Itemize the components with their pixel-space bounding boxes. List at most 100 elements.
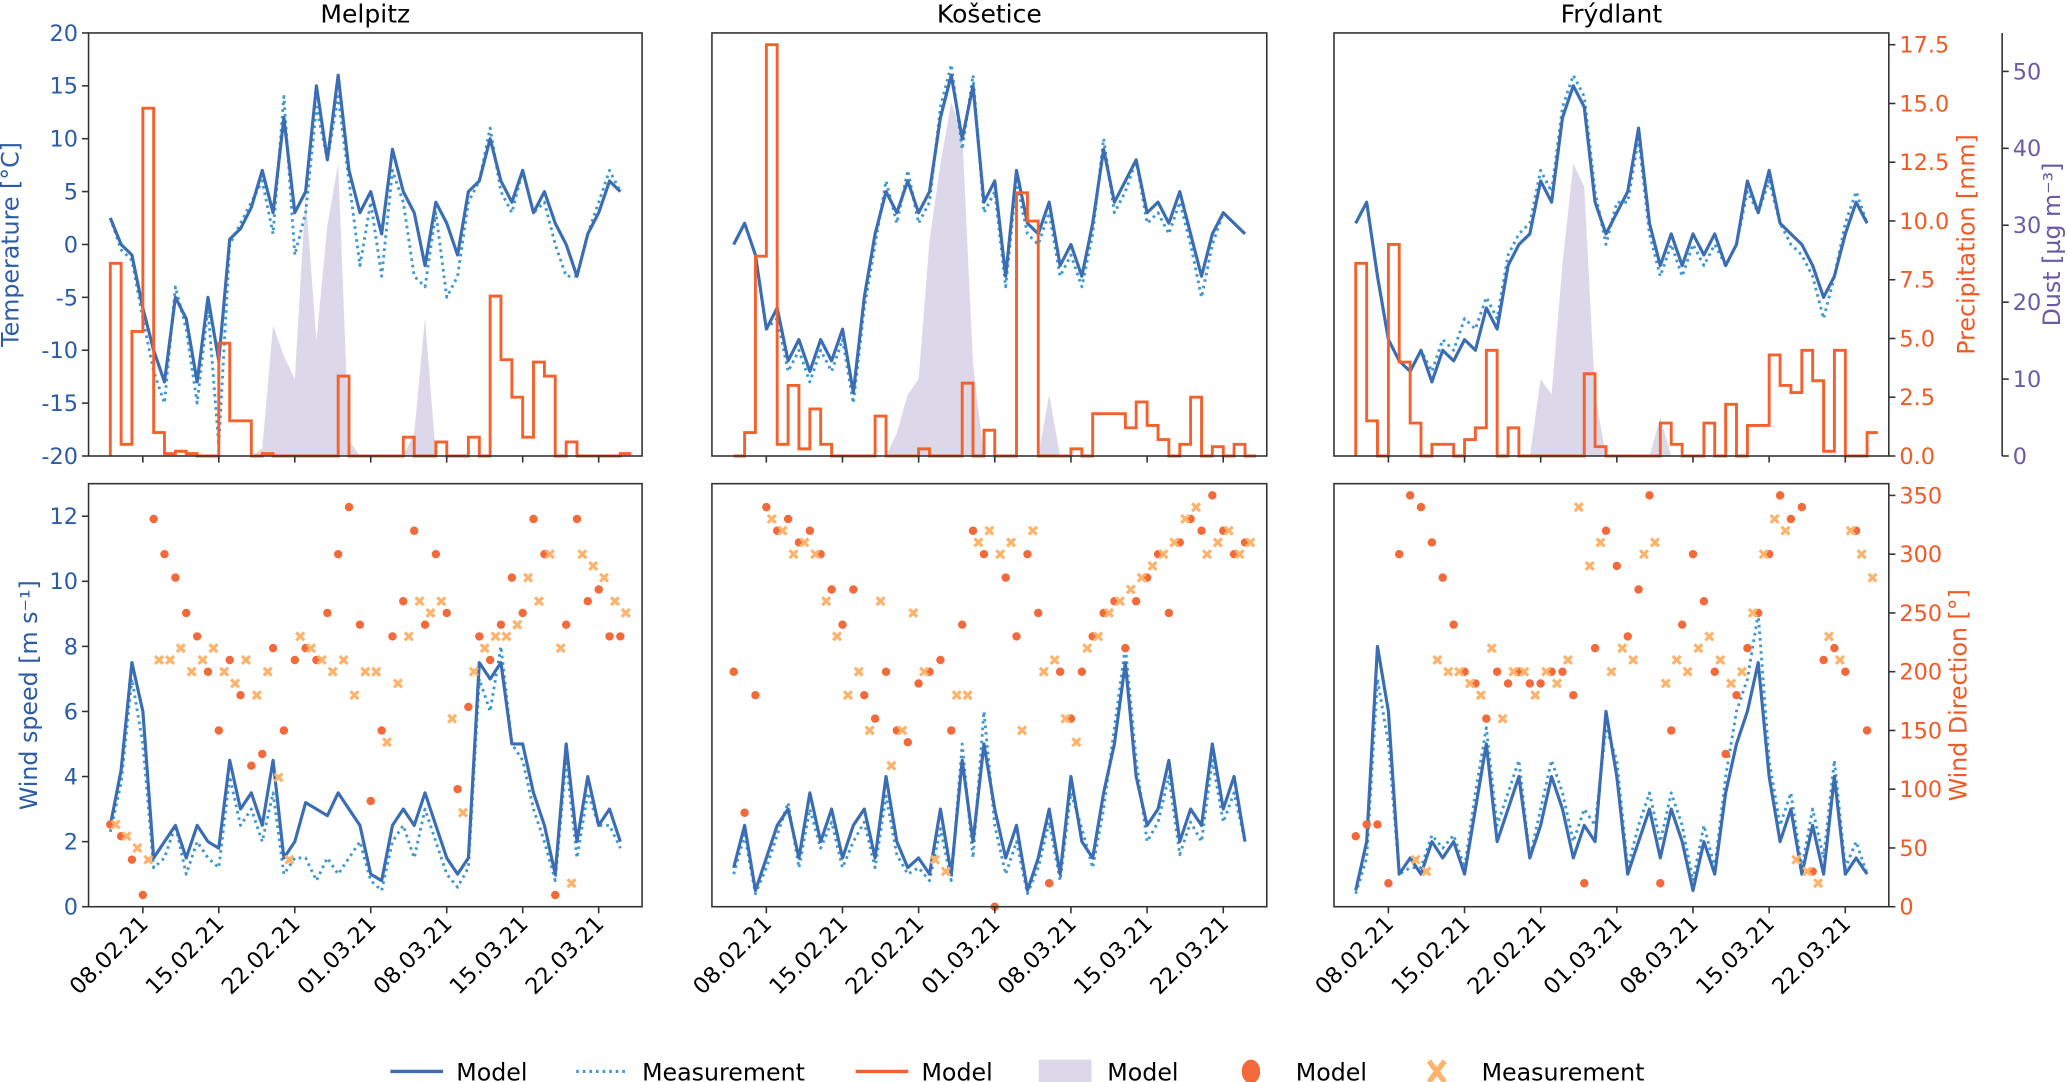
legend-item: Model [390,1059,527,1082]
wind-direction-model-point [805,526,815,535]
wind-direction-measurement-point [143,854,154,865]
wind-direction-model-point [1416,502,1426,512]
precipitation-model-line [1354,243,1878,458]
wind-direction-model-point [903,738,912,747]
wind-direction-measurement-point [1551,678,1563,689]
wind-direction-measurement-point [1834,654,1845,666]
wind-direction-measurement-point [831,631,843,642]
wind-direction-measurement-point [468,666,479,677]
x-tick-label: 15.02.21 [1386,911,1475,1000]
wind-direction-measurement-point [490,631,501,642]
y-tick-label: 20 [50,21,79,47]
y-tick-label: 15 [50,74,79,100]
wind-direction-measurement-point [327,666,338,677]
x-tick-label: 08.03.21 [1615,911,1704,1000]
wind-direction-model-point [1197,526,1206,535]
wind-direction-measurement-point [230,678,241,689]
y-axis-label: Wind speed [m s⁻¹] [15,580,43,810]
dust-model-area [733,102,1246,456]
wind-direction-model-point [1405,491,1415,500]
x-tick-label: 08.02.21 [65,911,154,1000]
legend: Model Measurement Model Model Model Measureme… [390,1059,1644,1082]
wind-direction-measurement-point [919,666,930,677]
precipitation-model-line [108,106,632,458]
wind-direction-measurement-point [555,643,566,654]
wind-direction-measurement-point [1201,549,1213,560]
y-tick-label: 30 [2013,213,2042,239]
wind-direction-measurement-point [1780,525,1791,536]
wind-direction-measurement-point [436,596,447,607]
legend-label: Model [1107,1059,1178,1082]
y-tick-label: 5.0 [1899,326,1935,352]
wind-direction-model-point [1732,690,1741,700]
wind-direction-measurement-point [533,596,545,607]
wind-speed-measurement-line [1354,612,1869,895]
y-tick-label: 12.5 [1899,150,1949,176]
wind-direction-measurement-point [962,690,973,701]
legend-circle-swatch [1241,1059,1261,1082]
wind-direction-measurement-point [1628,654,1639,666]
wind-direction-measurement-point [197,654,208,666]
wind-direction-measurement-point [1125,584,1136,595]
wind-direction-measurement-point [1190,502,1202,513]
x-tick-label: 15.03.21 [445,911,534,1000]
y-tick-label: 4 [64,764,78,790]
x-tick-label: 08.03.21 [993,911,1082,1000]
wind-direction-measurement-point [479,643,490,654]
wind-direction-measurement-point [1060,713,1071,724]
wind-direction-measurement-point [788,549,799,560]
wind-direction-measurement-point [1704,631,1715,642]
y-axis-label: Temperature [°C] [0,142,25,348]
wind-direction-model-point [1786,514,1796,524]
wind-direction-model-point [594,585,603,594]
wind-direction-model-point [1656,879,1665,888]
wind-direction-measurement-point [208,643,219,654]
x-tick-label: 22.02.21 [841,911,930,1000]
legend-item: Measurement [576,1059,805,1082]
wind-direction-model-point [214,726,223,735]
temperature-axes-frame [1333,32,1890,457]
wind-direction-measurement-point [766,513,777,524]
wind-axes-frame [87,482,643,908]
panel-melpitz: Melpitz08.02.2115.02.2122.02.2101.03.210… [65,0,643,1000]
wind-direction-model-point [366,796,375,806]
wind-direction-measurement-point [316,654,327,666]
wind-direction-measurement-point [1791,854,1802,865]
y-tick-label: 250 [1899,601,1942,627]
wind-direction-model-point [529,514,538,524]
wind-direction-model-point [236,690,245,700]
wind-direction-measurement-point [1432,654,1443,666]
wind-speed-model-line [1354,644,1869,893]
x-tick-label: 01.03.21 [1539,911,1628,1000]
wind-direction-measurement-point [609,596,621,607]
wind-direction-model-point [1362,820,1371,829]
wind-direction-model-point [1384,879,1393,888]
wind-direction-measurement-point [1410,854,1421,865]
wind-direction-model-point [1077,667,1087,676]
y-tick-label: 0.0 [1899,444,1935,470]
y-tick-label: 0 [2013,444,2027,470]
y-tick-label: -15 [41,391,78,417]
legend-label: Measurement [642,1059,805,1082]
wind-direction-model-point [616,632,625,641]
wind-direction-measurement-point [1147,560,1158,572]
wind-direction-model-point [442,608,451,618]
wind-direction-measurement-point [566,878,577,889]
wind-direction-measurement-point [1606,666,1617,677]
temperature-measurement-line [732,63,1247,405]
legend-label: Model [1296,1059,1367,1082]
legend-item: Model [855,1059,993,1082]
y-tick-label: 350 [1899,483,1942,509]
wind-direction-measurement-point [305,643,317,654]
x-tick-label: 22.02.21 [1463,911,1552,1000]
panels: Melpitz08.02.2115.02.2122.02.2101.03.210… [0,0,2066,1000]
wind-direction-measurement-point [821,596,832,607]
wind-direction-model-point [1055,667,1065,676]
wind-direction-model-point [762,502,771,512]
wind-direction-measurement-point [1158,549,1169,560]
wind-direction-model-point [1710,667,1719,676]
wind-direction-measurement-point [853,666,864,677]
legend-item: Measurement [1426,1059,1644,1082]
temperature-model-line [1354,84,1869,384]
wind-direction-model-point [225,655,234,665]
